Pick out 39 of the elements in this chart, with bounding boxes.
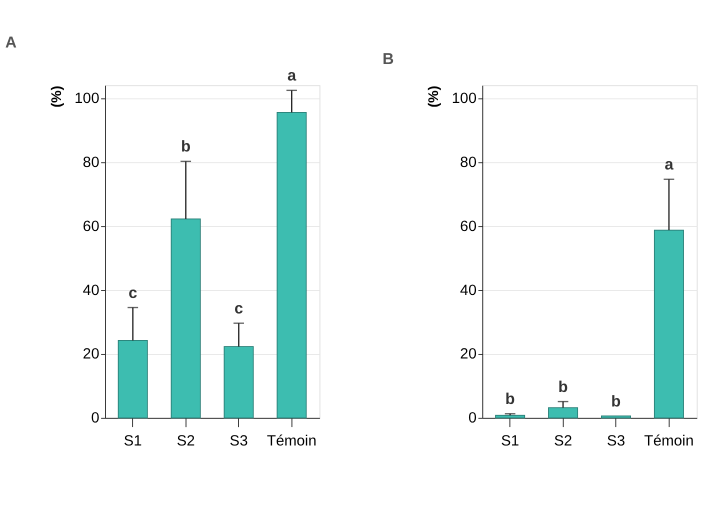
annotation: a [287,68,296,85]
x-tick-label: Témoin [644,433,694,450]
y-tick-label: 60 [82,218,100,235]
y-tick-label: 100 [74,90,100,107]
y-tick-label: 40 [82,282,100,299]
x-tick-label: S3 [230,433,248,450]
annotation: c [128,284,138,302]
bar [224,346,254,418]
y-axis-title: (%) [425,86,442,108]
y-tick-label: 60 [460,218,477,235]
bar [654,230,684,418]
annotation: b [180,138,191,156]
annotation: b [611,393,621,410]
annotation: b [558,378,568,396]
y-tick-label: 0 [468,410,477,427]
y-tick-label: 80 [460,154,477,171]
bar [495,414,526,418]
y-tick-label: 0 [91,410,100,427]
annotation: b [505,391,515,408]
y-tick-label: 40 [460,282,477,299]
x-tick-label: S3 [606,433,626,450]
chart-title: B [382,51,394,68]
x-tick-label: S2 [176,433,195,450]
y-axis-title: (%) [48,86,64,108]
annotation: c [234,300,244,318]
x-tick-label: S1 [124,433,142,450]
x-tick-label: Témoin [266,433,316,450]
y-tick-label: 100 [452,90,477,107]
x-tick-label: S2 [554,433,572,450]
bar [170,218,201,418]
chart-title: A [5,34,17,52]
y-tick-label: 20 [82,346,100,363]
bar [548,407,578,418]
bar [118,340,148,418]
annotation: a [664,156,674,174]
y-tick-label: 20 [460,346,477,363]
bar [276,112,307,418]
x-tick-label: S1 [500,433,520,450]
y-tick-label: 80 [82,154,100,171]
